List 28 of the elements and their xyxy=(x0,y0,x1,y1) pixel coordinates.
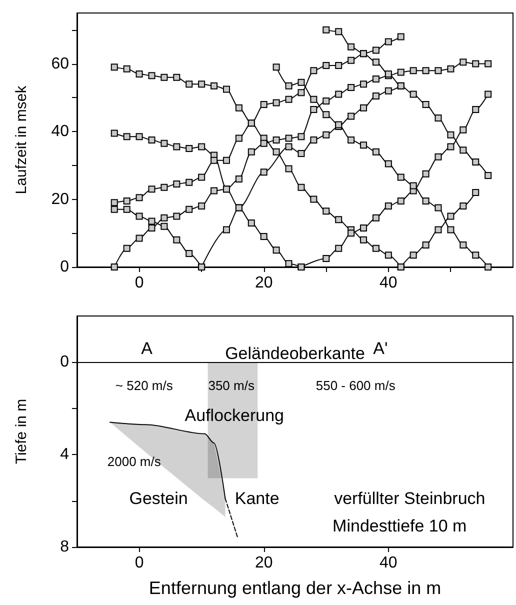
annotation: Auflockerung xyxy=(184,406,284,425)
x-tick-label: 20 xyxy=(254,274,273,292)
x-tick-label: 0 xyxy=(134,554,144,572)
y-axis-title: Tiefe in m xyxy=(13,398,30,464)
ref-line-label: Geländeoberkante xyxy=(225,344,365,364)
annotation: Gestein xyxy=(129,488,188,508)
x-axis-title: Entfernung entlang der x-Achse in m xyxy=(148,578,442,598)
y-tick-label: 0 xyxy=(60,354,70,371)
annotation: A xyxy=(141,338,154,358)
y-tick-label: 40 xyxy=(51,123,70,140)
x-tick-label: 40 xyxy=(380,554,398,572)
annotation: ~ 520 m/s xyxy=(115,378,174,393)
annotation: Mindesttiefe 10 m xyxy=(332,516,467,536)
annotation: 550 - 600 m/s xyxy=(316,378,396,393)
y-tick-label: 20 xyxy=(51,190,70,208)
y-tick-label: 0 xyxy=(60,258,70,276)
annotation: 2000 m/s xyxy=(107,454,162,470)
x-tick-label: 40 xyxy=(380,274,398,292)
x-tick-label: 0 xyxy=(134,274,144,292)
annotation: 350 m/s xyxy=(208,378,255,393)
y-tick-label: 60 xyxy=(51,55,70,72)
y-tick-label: 8 xyxy=(60,538,70,556)
y-tick-label: 4 xyxy=(60,446,70,464)
annotation: Kante xyxy=(234,488,280,508)
annotation: verfüllter Steinbruch xyxy=(334,488,486,508)
annotation: A' xyxy=(373,338,388,358)
y-axis-title: Laufzeit in msek xyxy=(13,85,30,194)
x-tick-label: 20 xyxy=(254,554,273,572)
